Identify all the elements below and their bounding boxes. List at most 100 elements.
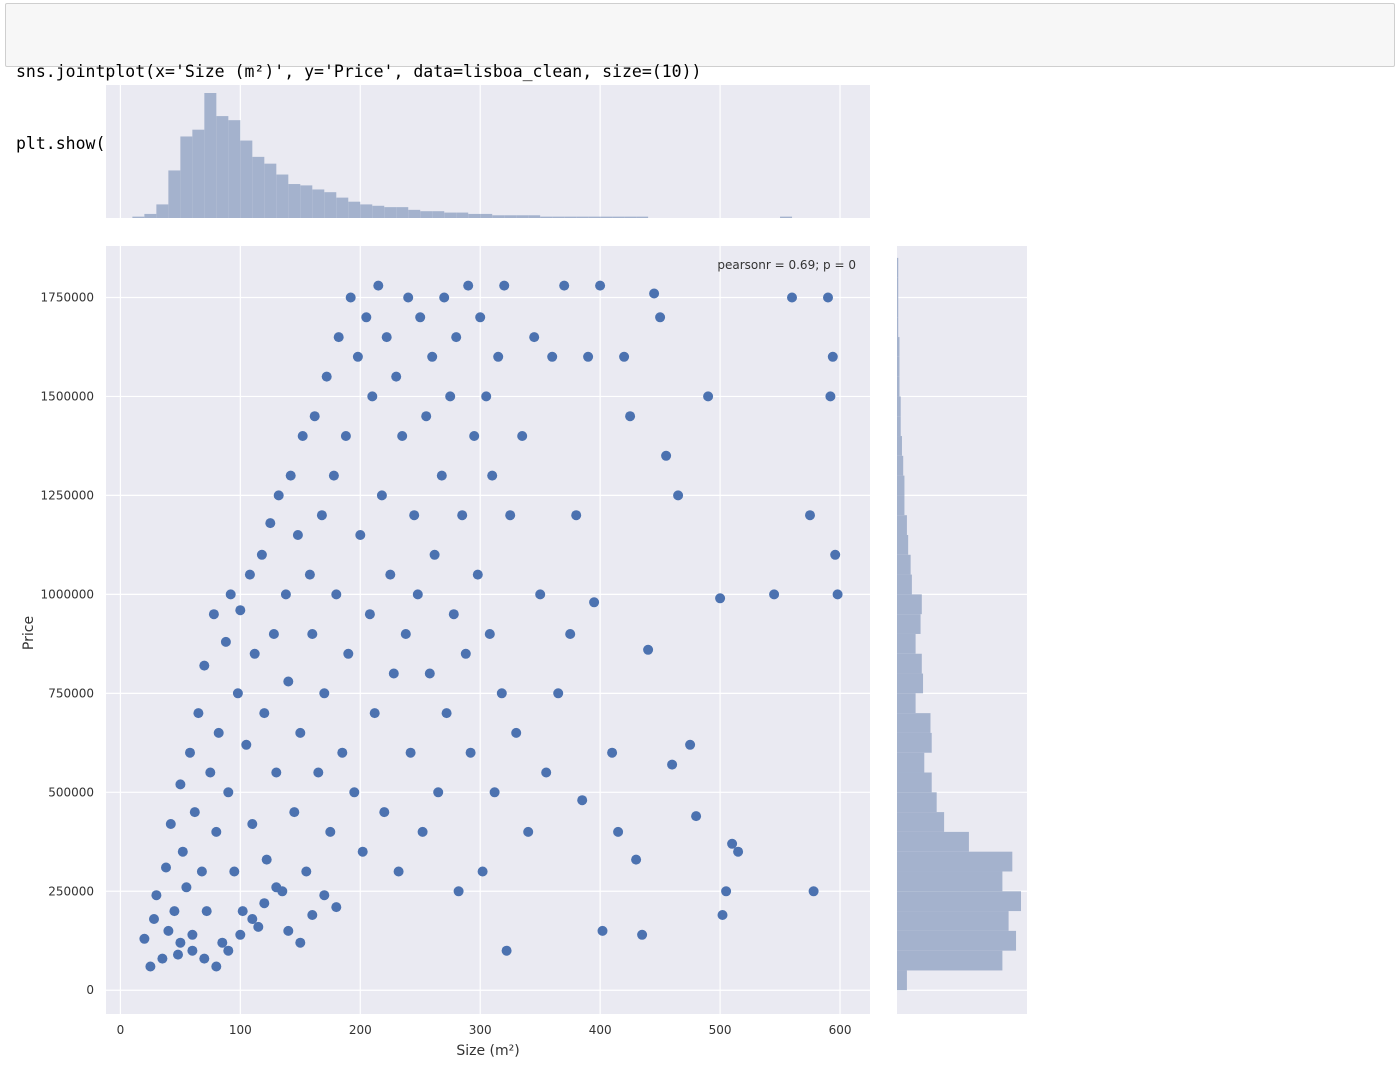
scatter-point (673, 490, 684, 501)
x-hist-bar (360, 204, 373, 218)
code-line-2: plt.show() (16, 134, 116, 153)
scatter-point (211, 826, 222, 837)
scatter-point (631, 854, 642, 865)
y-hist-bar (897, 831, 969, 852)
x-hist-bar (780, 216, 793, 218)
x-hist-bar (312, 189, 325, 218)
scatter-point (185, 747, 195, 758)
scatter-point (715, 593, 726, 604)
scatter-point (541, 767, 552, 778)
scatter-point (295, 727, 306, 738)
scatter-point (565, 629, 576, 639)
scatter-point (340, 431, 351, 441)
y-hist-bar (897, 534, 909, 555)
y-hist-bar (897, 693, 916, 714)
pearsonr-annotation: pearsonr = 0.69; p = 0 (717, 258, 856, 272)
scatter-point (319, 688, 330, 699)
scatter-point (193, 708, 204, 719)
scatter-points (139, 280, 843, 972)
scatter-point (405, 747, 416, 758)
y-hist-bar (897, 911, 1009, 931)
scatter-point (187, 945, 198, 956)
scatter-point (825, 391, 836, 402)
y-hist-bar (897, 614, 921, 634)
scatter-point (151, 890, 162, 901)
x-hist-bar (252, 156, 265, 218)
y-hist-bar (897, 871, 1003, 892)
y-hist-bar (897, 812, 945, 832)
scatter-point (717, 910, 728, 920)
scatter-point (316, 510, 327, 521)
scatter-point (265, 518, 276, 529)
scatter-point (477, 866, 488, 877)
scatter-point (436, 470, 447, 481)
scatter-point (235, 605, 246, 616)
scatter-point (400, 629, 411, 639)
scatter-point (703, 391, 714, 402)
scatter-point (433, 787, 444, 798)
x-tick-label: 200 (349, 1023, 372, 1037)
scatter-point (223, 787, 234, 798)
scatter-point (559, 280, 570, 291)
y-hist-bar (897, 732, 932, 753)
scatter-point (499, 280, 510, 291)
x-hist-bar (384, 207, 397, 218)
scatter-point (181, 882, 192, 893)
scatter-point (661, 450, 672, 461)
x-hist-bar (576, 216, 589, 218)
scatter-point (364, 609, 375, 620)
scatter-point (259, 898, 270, 909)
x-hist-bar (492, 215, 505, 218)
scatter-point (451, 332, 462, 343)
scatter-point (424, 668, 435, 679)
scatter-point (613, 826, 624, 837)
scatter-point (571, 510, 582, 521)
x-hist-bar (336, 197, 349, 218)
x-hist-bar (144, 213, 157, 218)
scatter-point (469, 431, 480, 441)
x-axis-label: Size (m²) (456, 1043, 519, 1059)
y-hist-bar (897, 436, 902, 456)
scatter-point (493, 351, 504, 362)
y-hist-bar (897, 257, 899, 278)
code-cell[interactable]: sns.jointplot(x='Size (m²)', y='Price', … (5, 3, 1395, 153)
x-hist-bar (612, 216, 625, 218)
y-hist-bar (897, 772, 932, 793)
scatter-point (649, 288, 660, 299)
scatter-point (268, 629, 279, 639)
scatter-point (721, 886, 732, 897)
scatter-point (149, 914, 159, 924)
scatter-point (345, 292, 356, 303)
scatter-point (727, 838, 738, 849)
x-hist-bar (168, 170, 181, 218)
scatter-point (357, 846, 368, 857)
scatter-point (547, 351, 558, 362)
scatter-point (808, 886, 819, 897)
scatter-point (187, 929, 198, 940)
scatter-point (301, 866, 312, 877)
scatter-point (163, 925, 174, 936)
scatter-point (625, 411, 636, 422)
x-hist-bar (264, 163, 277, 218)
x-tick-label: 400 (589, 1023, 612, 1037)
scatter-point (189, 807, 200, 818)
scatter-point (175, 779, 186, 790)
scatter-point (397, 431, 408, 441)
x-hist-bar (504, 215, 517, 218)
scatter-point (165, 819, 176, 829)
scatter-point (417, 826, 428, 837)
y-tick-label: 250000 (48, 884, 94, 898)
scatter-point (283, 925, 294, 936)
scatter-point (369, 708, 380, 719)
scatter-point (472, 569, 483, 580)
x-hist-bar (156, 204, 169, 218)
scatter-point (415, 312, 426, 323)
scatter-point (253, 921, 264, 932)
x-hist-bar (204, 93, 217, 218)
scatter-point (349, 787, 360, 798)
scatter-point (607, 747, 618, 758)
scatter-point (403, 292, 414, 303)
x-tick-label: 100 (229, 1023, 252, 1037)
scatter-point (309, 411, 320, 422)
scatter-point (175, 937, 186, 948)
